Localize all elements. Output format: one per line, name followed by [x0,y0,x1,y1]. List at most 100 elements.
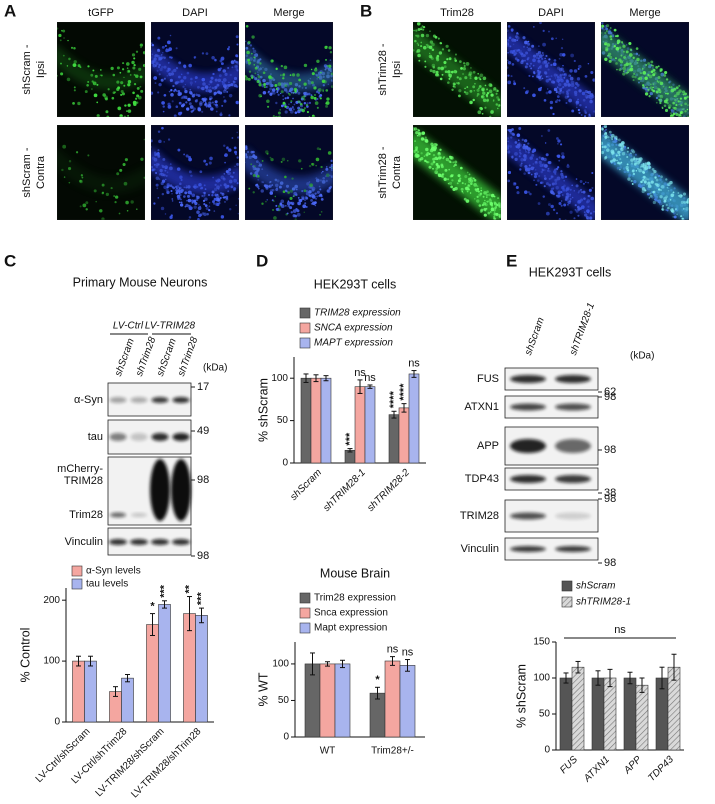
cell [63,55,65,57]
cell [132,92,135,95]
cell [134,74,136,76]
cell [203,213,207,217]
bar [85,661,97,722]
cell [594,255,596,257]
cell [607,136,609,138]
cell [320,195,322,197]
cell [464,88,466,90]
cell [436,163,439,166]
cell [222,82,225,85]
cell [155,82,157,84]
cell [228,114,230,116]
cell [486,88,488,90]
cell [642,84,644,86]
cell [514,183,516,185]
cell [189,170,192,173]
cell [308,93,311,96]
cell [183,65,186,68]
cell [312,72,315,75]
cell [561,205,563,207]
cell [61,30,63,32]
cell [253,174,256,177]
cell [274,84,277,87]
cell [172,100,174,102]
blot-band [555,439,591,453]
group-label: LV-Ctrl [113,321,144,332]
cell [171,193,172,194]
cell [73,47,76,50]
cell [635,154,637,156]
cell [638,169,642,173]
cell [137,87,140,90]
cell [626,156,628,158]
cell [577,77,580,80]
cell [216,203,219,206]
legend-label: MAPT expression [314,338,393,349]
cell [566,165,569,168]
cell [440,43,442,45]
cell [580,240,583,243]
cell [523,87,525,89]
cell [293,209,297,213]
cell [644,189,646,191]
cell [219,113,222,116]
cell [432,70,435,73]
cell [168,47,172,51]
micrograph [408,125,506,229]
cell [210,223,212,225]
y-tick-label: 100 [271,373,288,384]
cell [623,70,625,72]
cell [586,209,590,213]
cell [220,192,222,194]
cell [532,58,536,62]
cell [672,107,674,109]
cell [454,84,456,86]
cell [162,193,164,195]
blot-band [172,539,190,545]
cell [292,107,294,109]
cell [267,106,269,108]
cell [619,68,622,71]
cell [522,36,525,39]
cell [584,109,587,112]
cell [156,152,160,156]
cell [326,166,328,168]
cell [486,94,488,96]
cell [417,151,420,154]
cell [600,142,603,145]
cell [270,59,273,62]
cell [217,179,220,182]
cell [616,138,618,140]
significance-label: ns [364,372,376,384]
cell [560,143,562,145]
cell [642,68,644,70]
cell [483,98,487,102]
cell [136,208,138,210]
cell [74,60,77,63]
micrograph [52,22,150,126]
cell [412,49,414,51]
cell [445,45,448,48]
significance-label: ns [402,646,414,658]
bar [409,374,419,463]
cell [494,121,497,124]
cell [616,160,618,162]
cell [497,197,499,199]
cell [518,139,520,141]
cell [631,180,633,182]
cell [577,200,581,204]
y-tick-label: 0 [54,717,60,728]
cell [195,245,197,247]
cell [477,93,480,96]
cell [78,64,81,67]
cell [661,185,665,189]
cell [198,214,201,217]
cell [91,88,93,90]
cell [309,165,311,167]
cell [320,166,322,168]
cell [177,189,181,193]
cell [415,35,417,37]
cell [553,187,555,189]
cell [555,37,557,39]
blot-label: APP [477,440,499,452]
